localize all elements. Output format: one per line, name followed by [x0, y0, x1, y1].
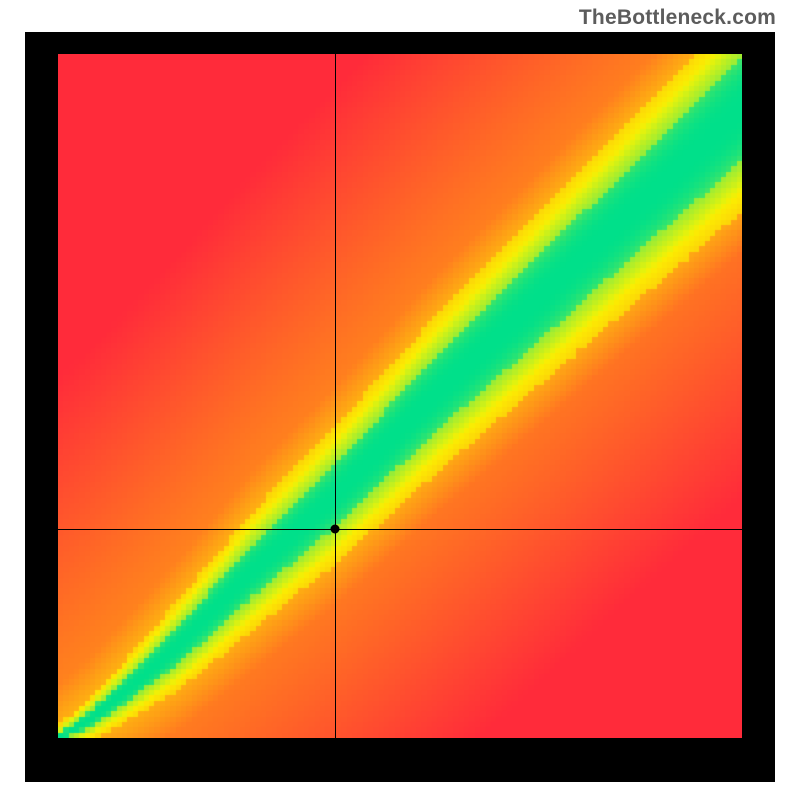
crosshair-horizontal: [58, 529, 742, 530]
heatmap-canvas: [58, 54, 742, 738]
attribution-text: TheBottleneck.com: [579, 6, 776, 30]
crosshair-vertical: [335, 54, 336, 738]
figure-container: TheBottleneck.com: [0, 0, 800, 800]
plot-outer-frame: [25, 32, 775, 782]
plot-inner-area: [58, 54, 742, 738]
crosshair-dot: [331, 525, 340, 534]
